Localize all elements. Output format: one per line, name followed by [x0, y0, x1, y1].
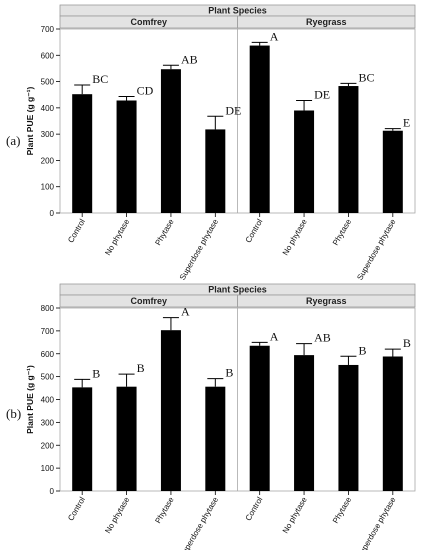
x-tick-label: Phytase [331, 495, 354, 525]
panel-label: (b) [6, 406, 21, 421]
facet-strip-ryegrass [237, 15, 416, 29]
panel-label: (a) [6, 133, 20, 148]
significance-letter: DE [225, 103, 241, 117]
significance-letter: B [225, 366, 233, 380]
bar [205, 129, 226, 213]
significance-letter: AB [314, 331, 331, 345]
y-tick-label: 800 [41, 304, 55, 313]
bar [160, 69, 181, 214]
bar [72, 387, 93, 491]
x-tick-label: Phytase [153, 217, 176, 247]
significance-letter: B [358, 343, 366, 357]
y-tick-label: 400 [41, 396, 55, 405]
x-tick-label: Control [244, 495, 265, 522]
y-tick-label: 300 [41, 130, 55, 139]
facet-strip-ryegrass [237, 294, 416, 308]
x-tick-label: Control [66, 217, 87, 244]
facet-title: Plant Species [208, 285, 267, 295]
bar [249, 345, 270, 491]
significance-letter: A [270, 329, 279, 343]
bar [382, 356, 403, 491]
y-axis-label: Plant PUE (g g⁻¹) [25, 365, 35, 434]
y-axis-label: Plant PUE (g g⁻¹) [25, 86, 35, 155]
significance-letter: DE [314, 87, 330, 101]
significance-letter: B [403, 336, 411, 350]
bar [382, 130, 403, 213]
x-tick-label: Superdose phytase [178, 495, 221, 550]
y-tick-label: 200 [41, 441, 55, 450]
bar [205, 386, 226, 491]
y-tick-label: 100 [41, 464, 55, 473]
x-tick-label: Superdose phytase [355, 217, 398, 282]
y-tick-label: 700 [41, 327, 55, 336]
bar [294, 355, 315, 491]
x-tick-label: Superdose phytase [355, 495, 398, 550]
significance-letter: B [137, 361, 145, 375]
significance-letter: A [270, 29, 279, 43]
bar [72, 94, 93, 213]
chart-panel-b: (b) Plant Species Comfrey Ryegrass 0 100 200 30… [6, 283, 416, 550]
x-tick-label: Control [66, 495, 87, 522]
y-tick-label: 600 [41, 350, 55, 359]
y-tick-label: 400 [41, 104, 55, 113]
y-tick-label: 300 [41, 418, 55, 427]
facet-name-ryegrass: Ryegrass [306, 296, 347, 306]
facet-name-comfrey: Comfrey [130, 296, 167, 306]
x-tick-label: Phytase [331, 217, 354, 247]
bar [294, 110, 315, 213]
y-tick-label: 700 [41, 25, 55, 34]
y-tick-label: 200 [41, 156, 55, 165]
bar [249, 45, 270, 214]
bar [160, 330, 181, 491]
significance-letter: CD [137, 84, 154, 98]
x-tick-label: No phytase [281, 217, 309, 257]
x-tick-label: Control [244, 217, 265, 244]
facet-name-ryegrass: Ryegrass [306, 17, 347, 27]
significance-letter: A [181, 305, 190, 319]
x-tick-label: No phytase [103, 217, 131, 257]
x-tick-label: Superdose phytase [178, 217, 221, 282]
y-tick-label: 100 [41, 183, 55, 192]
x-tick-label: No phytase [281, 495, 309, 535]
significance-letter: E [403, 116, 410, 130]
bar [338, 364, 359, 491]
chart-panel-a: (a) Plant Species Comfrey Ryegrass 0 100 200 30… [6, 4, 416, 282]
y-tick-label: 500 [41, 373, 55, 382]
x-tick-label: Phytase [153, 495, 176, 525]
significance-letter: B [92, 366, 100, 380]
facet-name-comfrey: Comfrey [130, 17, 167, 27]
bar [116, 386, 137, 491]
y-tick-label: 500 [41, 78, 55, 87]
significance-letter: BC [358, 70, 374, 84]
bar [338, 86, 359, 213]
significance-letter: AB [181, 52, 198, 66]
y-tick-label: 0 [50, 487, 55, 496]
bar [116, 100, 137, 213]
significance-letter: BC [92, 72, 108, 86]
y-tick-label: 0 [50, 209, 55, 218]
facet-title: Plant Species [208, 6, 267, 16]
x-tick-label: No phytase [103, 495, 131, 535]
y-tick-label: 600 [41, 51, 55, 60]
